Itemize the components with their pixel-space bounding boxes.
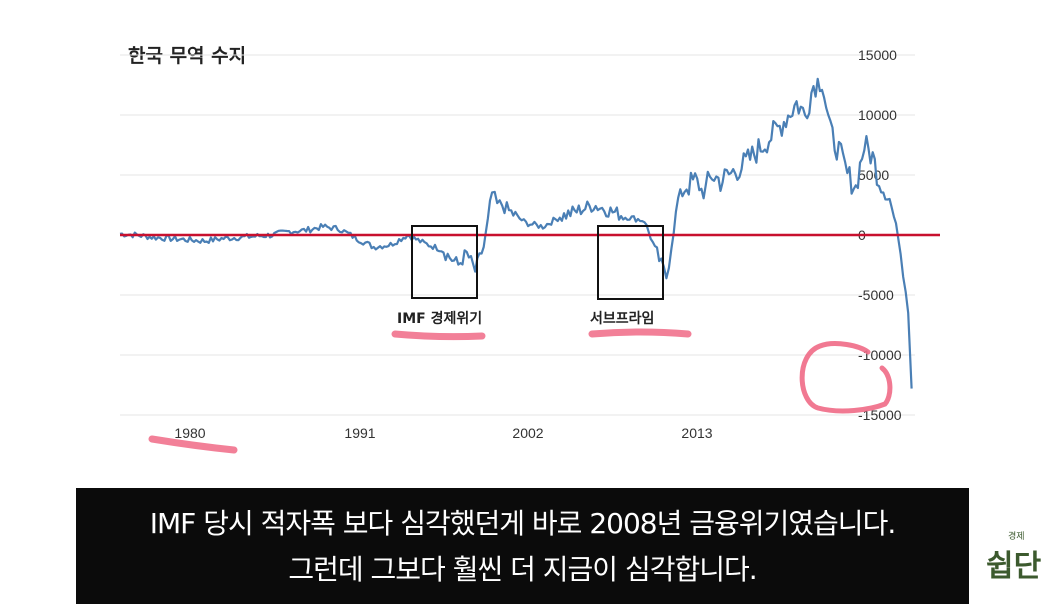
chart-title: 한국 무역 수지 (128, 45, 246, 67)
imf-highlight-mark (391, 330, 486, 341)
x-tick-label: 2002 (512, 425, 543, 441)
x-axis-ticks: 1980 1991 2002 2013 (174, 425, 712, 441)
year-1980-highlight-mark (148, 435, 238, 454)
imf-crisis-label: IMF 경제위기 (397, 310, 482, 327)
subprime-label: 서브프라임 (590, 311, 654, 327)
y-tick-label: 5000 (858, 167, 889, 183)
subprime-box (597, 225, 664, 300)
x-tick-label: 2013 (681, 425, 712, 441)
trade-balance-chart: 한국 무역 수지 150001000050000-5000-10000-1500… (119, 45, 940, 454)
imf-crisis-box (411, 225, 478, 299)
y-tick-label: 15000 (858, 47, 897, 63)
trade-balance-series-line (119, 77, 913, 389)
subtitle-caption: IMF 당시 적자폭 보다 심각했던게 바로 2008년 금융위기였습니다. 그… (76, 488, 969, 604)
logo-big-text: 쉽단 (986, 549, 1042, 584)
current-drop-circle-mark (799, 341, 893, 414)
subprime-highlight-mark (588, 328, 692, 338)
x-tick-label: 1980 (174, 425, 205, 441)
x-tick-label: 1991 (344, 425, 375, 441)
subtitle-line-2: 그런데 그보다 훨씬 더 지금이 심각합니다. (288, 553, 757, 586)
y-tick-label: -5000 (858, 287, 894, 303)
y-tick-label: 10000 (858, 107, 897, 123)
y-axis-ticks: 150001000050000-5000-10000-15000 (858, 47, 902, 423)
subtitle-line-1: IMF 당시 적자폭 보다 심각했던게 바로 2008년 금융위기였습니다. (149, 507, 896, 540)
channel-logo: 경제 쉽단 (978, 523, 1058, 593)
logo-small-text: 경제 (1008, 532, 1025, 542)
